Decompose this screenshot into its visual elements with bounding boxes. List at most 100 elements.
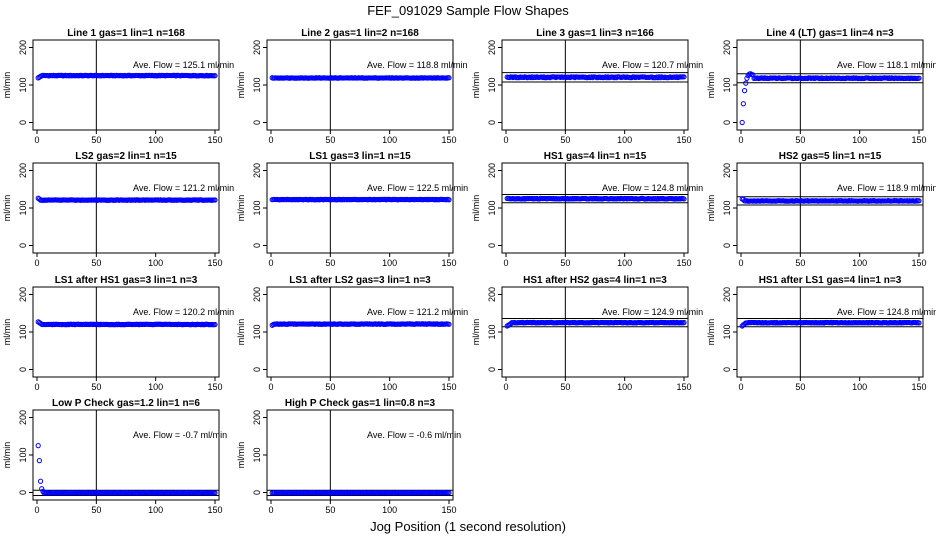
panel-title: Line 4 (LT) gas=1 lin=4 n=3 [766,28,894,39]
y-tick-label: 200 [252,163,262,178]
data-points [739,319,922,329]
x-tick-label: 0 [503,135,508,145]
y-tick-label: 100 [487,324,497,339]
panel-title: High P Check gas=1 lin=0.8 n=3 [285,398,436,409]
y-axis-label: ml/min [2,195,12,222]
data-point [681,196,687,202]
x-tick-label: 150 [207,135,222,145]
x-tick-label: 150 [676,258,691,268]
data-points [504,319,687,329]
x-tick-label: 0 [34,505,39,515]
x-tick-label: 150 [207,505,222,515]
x-tick-label: 0 [34,382,39,392]
x-tick-label: 0 [738,382,743,392]
y-tick-label: 100 [722,77,732,92]
figure-title: FEF_091029 Sample Flow Shapes [367,3,569,18]
x-tick-label: 150 [676,135,691,145]
x-tick-label: 0 [268,135,273,145]
plot-frame [32,39,220,131]
data-point [446,197,452,203]
y-axis-label: ml/min [2,442,12,469]
chart-panel: LS1 gas=3 lin=1 n=15 ml/min 0 50 100 150 0 100 2… [236,151,468,268]
x-tick-label: 50 [795,258,805,268]
y-axis-label: ml/min [236,319,246,346]
x-tick-label: 50 [91,382,101,392]
data-point [741,88,748,94]
plot-frame [32,409,220,501]
x-tick-label: 50 [325,258,335,268]
plot-frame [266,286,454,378]
average-flow-annotation: Ave. Flow = 121.2 ml/min [367,307,468,317]
average-flow-annotation: Ave. Flow = 118.9 ml/min [837,183,936,193]
y-tick-label: 100 [722,200,732,215]
y-axis-label: ml/min [471,72,481,99]
y-tick-label: 0 [18,243,28,248]
data-point [36,458,42,464]
data-point [212,321,218,328]
y-tick-label: 100 [252,324,262,339]
chart-panel: LS2 gas=2 lin=1 n=15 ml/min 0 50 100 150 0 100 2… [2,151,234,268]
y-tick-label: 0 [18,367,28,372]
plot-frame [501,162,689,254]
y-tick-label: 0 [252,367,262,372]
y-tick-label: 200 [722,40,732,55]
y-tick-label: 200 [18,410,28,425]
y-tick-label: 100 [252,77,262,92]
data-points [35,72,218,81]
x-tick-label: 0 [738,135,743,145]
y-tick-label: 200 [18,40,28,55]
x-tick-label: 0 [268,382,273,392]
x-tick-label: 150 [441,382,456,392]
x-tick-label: 50 [560,135,570,145]
y-axis-label: ml/min [706,72,716,99]
plot-frame [501,39,689,131]
data-points [504,195,687,202]
x-tick-label: 0 [738,258,743,268]
x-tick-label: 150 [911,258,926,268]
y-tick-label: 200 [252,40,262,55]
plot-frame [266,162,454,254]
x-tick-label: 100 [382,135,397,145]
panel-title: Low P Check gas=1.2 lin=1 n=6 [52,398,200,409]
y-tick-label: 0 [252,243,262,248]
plot-frame [32,162,220,254]
panel-title: LS1 gas=3 lin=1 n=15 [309,151,411,162]
chart-panel: HS1 after LS1 gas=4 lin=1 n=3 ml/min 0 50 10… [706,275,936,392]
panel-title: HS2 gas=5 lin=1 n=15 [779,151,882,162]
plot-frame [736,162,924,254]
data-points [739,71,922,126]
x-tick-label: 100 [617,382,632,392]
data-point [212,197,218,203]
data-point [916,75,922,81]
panel-title: Line 3 gas=1 lin=3 n=166 [536,28,654,39]
data-point [916,198,922,204]
x-tick-label: 100 [617,258,632,268]
average-flow-annotation: Ave. Flow = 124.8 ml/min [837,307,936,317]
y-tick-label: 200 [722,287,732,302]
data-points [35,195,218,203]
data-point [739,119,745,126]
data-points [269,75,452,81]
y-axis-label: ml/min [236,72,246,99]
y-tick-label: 200 [487,40,497,55]
x-tick-label: 0 [503,382,508,392]
data-point [212,490,218,496]
y-axis-label: ml/min [706,195,716,222]
x-tick-label: 150 [207,382,222,392]
panel-grid: Line 1 gas=1 lin=1 n=168 ml/min 0 50 100 150 0… [2,28,936,515]
y-tick-label: 0 [722,243,732,248]
data-point [35,443,41,449]
data-point [37,478,44,484]
average-flow-annotation: Ave. Flow = -0.6 ml/min [367,430,461,440]
chart-panel: High P Check gas=1 lin=0.8 n=3 ml/min 0 50 1… [236,398,461,515]
data-point [681,319,687,326]
y-tick-label: 200 [487,287,497,302]
data-point [446,321,452,327]
y-tick-label: 100 [18,200,28,215]
y-axis-label: ml/min [2,319,12,346]
y-tick-label: 0 [487,120,497,125]
average-flow-annotation: Ave. Flow = 120.2 ml/min [133,307,234,317]
data-point [446,75,452,81]
x-tick-label: 150 [441,505,456,515]
x-tick-label: 100 [148,382,163,392]
